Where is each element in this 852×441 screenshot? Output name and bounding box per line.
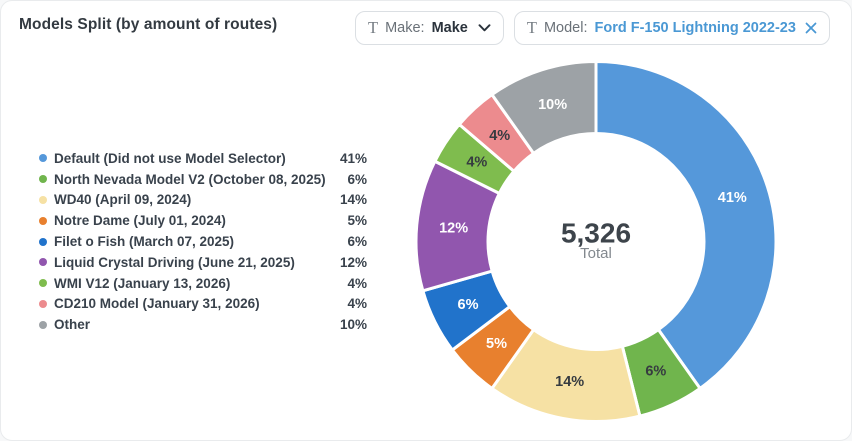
legend-dot-icon: [39, 320, 47, 329]
legend-label: North Nevada Model V2 (October 08, 2025): [54, 171, 326, 187]
legend-item-notre-dame-july-01-2024[interactable]: Notre Dame (July 01, 2024) 5%: [39, 210, 367, 231]
slice-percent-label: 6%: [645, 363, 666, 379]
chart-title: Models Split (by amount of routes): [19, 16, 278, 33]
text-filter-icon: T: [368, 17, 379, 37]
filter-value: Ford F-150 Lightning 2022-23: [594, 20, 796, 36]
legend-dot-icon: [39, 195, 47, 204]
legend-label: WD40 (April 09, 2024): [54, 192, 192, 208]
legend-value: 41%: [339, 150, 367, 166]
legend-dot-icon: [39, 279, 47, 288]
legend-dot-icon: [39, 237, 47, 246]
legend-item-wd40-april-09-2024[interactable]: WD40 (April 09, 2024) 14%: [39, 190, 367, 211]
filter-field-label: Make:: [385, 20, 425, 36]
chevron-down-icon[interactable]: [478, 24, 491, 32]
legend-label: WMI V12 (January 13, 2026): [54, 275, 231, 291]
legend-item-filet-o-fish-march-07-2025[interactable]: Filet o Fish (March 07, 2025) 6%: [39, 231, 367, 252]
slice-percent-label: 41%: [718, 190, 747, 206]
total-caption: Total: [580, 245, 612, 262]
slice-percent-label: 12%: [439, 220, 468, 236]
slice-percent-label: 10%: [538, 97, 567, 113]
legend-label: Notre Dame (July 01, 2024): [54, 213, 226, 229]
chart-legend: Default (Did not use Model Selector) 41% N…: [39, 148, 367, 335]
legend-item-other[interactable]: Other 10%: [39, 314, 367, 335]
legend-dot-icon: [39, 216, 47, 225]
legend-item-liquid-crystal-driving-june-21-2025[interactable]: Liquid Crystal Driving (June 21, 2025) 12…: [39, 252, 367, 273]
legend-value: 12%: [339, 254, 367, 270]
legend-value: 6%: [347, 171, 367, 187]
filter-chip-model[interactable]: T Model: Ford F-150 Lightning 2022-23: [513, 11, 830, 45]
close-icon[interactable]: [805, 22, 817, 34]
legend-label: CD210 Model (January 31, 2026): [54, 296, 260, 312]
legend-value: 6%: [347, 234, 367, 250]
more-options-icon[interactable]: [847, 22, 851, 34]
legend-item-default-did-not-use-model-selector[interactable]: Default (Did not use Model Selector) 41%: [39, 148, 367, 169]
filter-field-label: Model:: [543, 20, 588, 36]
legend-dot-icon: [39, 154, 47, 163]
text-filter-icon: T: [526, 17, 537, 37]
legend-dot-icon: [39, 299, 47, 308]
legend-item-north-nevada-model-v2-october-08-2025[interactable]: North Nevada Model V2 (October 08, 2025)…: [39, 169, 367, 190]
slice-percent-label: 14%: [555, 374, 584, 390]
slice-percent-label: 5%: [486, 336, 507, 352]
legend-label: Other: [54, 317, 91, 333]
donut-slice-other[interactable]: [490, 60, 598, 155]
legend-label: Filet o Fish (March 07, 2025): [54, 234, 235, 250]
filter-chip-make[interactable]: T Make: Make: [355, 11, 504, 45]
slice-percent-label: 4%: [466, 155, 487, 171]
filter-bar: T Make: Make T Model: Ford F-150 Lightni…: [355, 11, 851, 45]
legend-label: Liquid Crystal Driving (June 21, 2025): [54, 254, 295, 270]
legend-value: 5%: [347, 213, 367, 229]
legend-value: 10%: [339, 317, 367, 333]
filter-value: Make: [431, 20, 468, 36]
legend-item-cd210-model-january-31-2026[interactable]: CD210 Model (January 31, 2026) 4%: [39, 294, 367, 315]
total-value: 5,326: [561, 218, 631, 249]
slice-percent-label: 6%: [458, 297, 479, 313]
donut-slice-default-did-not-use-model-selector[interactable]: [594, 60, 778, 390]
slice-percent-label: 4%: [489, 128, 510, 144]
legend-value: 4%: [347, 275, 367, 291]
legend-item-wmi-v12-january-13-2026[interactable]: WMI V12 (January 13, 2026) 4%: [39, 273, 367, 294]
legend-label: Default (Did not use Model Selector): [54, 150, 286, 166]
legend-value: 4%: [347, 296, 367, 312]
legend-dot-icon: [39, 258, 47, 267]
legend-dot-icon: [39, 175, 47, 184]
legend-value: 14%: [339, 192, 367, 208]
